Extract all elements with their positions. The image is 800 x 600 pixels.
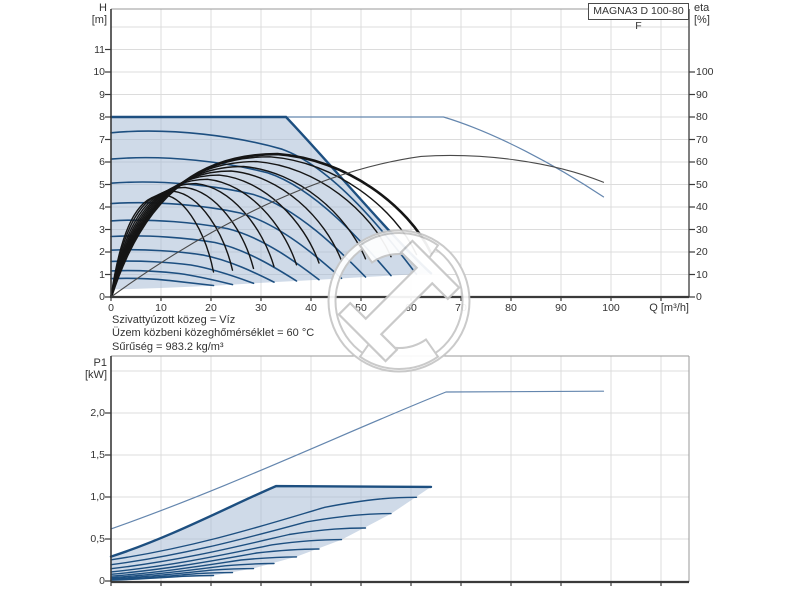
eta-tick-label: 70: [696, 133, 708, 146]
q-tick-label: 70: [455, 302, 467, 314]
eta-tick-label: 90: [696, 88, 708, 101]
p1-tick-label: 2,0: [90, 407, 105, 419]
eta-tick-label: 30: [696, 223, 708, 236]
q-tick-label: 40: [305, 302, 317, 314]
operating-conditions: Szivattyúzott közeg = Víz Üzem közbeni k…: [112, 314, 314, 354]
h-axis-label: H [m]: [71, 2, 107, 26]
eta-tick-label: 10: [696, 268, 708, 281]
h-tick-label: 11: [94, 43, 105, 56]
eta-tick-label: 20: [696, 246, 708, 258]
eta-axis-label: eta [%]: [694, 2, 730, 26]
q-tick-label: 80: [505, 302, 517, 314]
pump-model-badge: MAGNA3 D 100-80 F: [588, 3, 689, 32]
eta-tick-label: 60: [696, 156, 708, 168]
eta-tick-label: 80: [696, 111, 708, 123]
h-tick-label: 1: [99, 268, 105, 281]
p1-tick-label: 0,5: [90, 533, 105, 545]
h-tick-label: 2: [99, 246, 105, 258]
q-tick-label: 100: [602, 302, 620, 314]
p1-tick-label: 0: [99, 575, 105, 587]
h-tick-label: 4: [99, 201, 105, 213]
eta-axis-unit: [%]: [694, 14, 710, 26]
q-tick-label: 20: [205, 302, 217, 314]
q-tick-label: 0: [108, 302, 114, 314]
h-tick-label: 8: [99, 111, 105, 123]
p1-axis-unit: [kW]: [85, 369, 107, 381]
h-tick-label: 0: [99, 291, 105, 303]
eta-tick-label: 0: [696, 291, 702, 303]
h-tick-label: 10: [93, 66, 105, 78]
h-axis-unit: [m]: [91, 14, 107, 26]
h-tick-label: 6: [99, 156, 105, 168]
q-tick-label: 10: [155, 302, 167, 314]
h-tick-label: 9: [99, 88, 105, 101]
h-tick-label: 5: [99, 178, 105, 191]
p1-tick-label: 1,0: [90, 491, 105, 503]
q-tick-label: 30: [255, 302, 267, 314]
p1-axis-symbol: P1: [93, 357, 107, 369]
eta-tick-label: 100: [696, 66, 714, 78]
h-axis-symbol: H: [99, 2, 107, 14]
p1-tick-label: 1,5: [90, 449, 105, 461]
eta-tick-label: 40: [696, 201, 708, 213]
q-tick-label: 50: [355, 302, 367, 314]
eta-axis-symbol: eta: [694, 2, 710, 14]
q-tick-label: 60: [405, 302, 417, 314]
q-tick-label: 90: [555, 302, 567, 314]
condition-density: Sűrűség = 983.2 kg/m³: [112, 340, 224, 353]
p1-axis-label: P1 [kW]: [71, 357, 107, 381]
eta-tick-label: 50: [696, 178, 708, 191]
h-tick-label: 3: [99, 223, 105, 236]
h-tick-label: 7: [99, 133, 105, 146]
condition-medium: Szivattyúzott közeg = Víz: [112, 314, 236, 326]
q-axis-label: Q [m³/h]: [649, 302, 689, 314]
condition-temperature: Üzem közbeni közeghőmérséklet = 60 °C: [112, 327, 315, 340]
